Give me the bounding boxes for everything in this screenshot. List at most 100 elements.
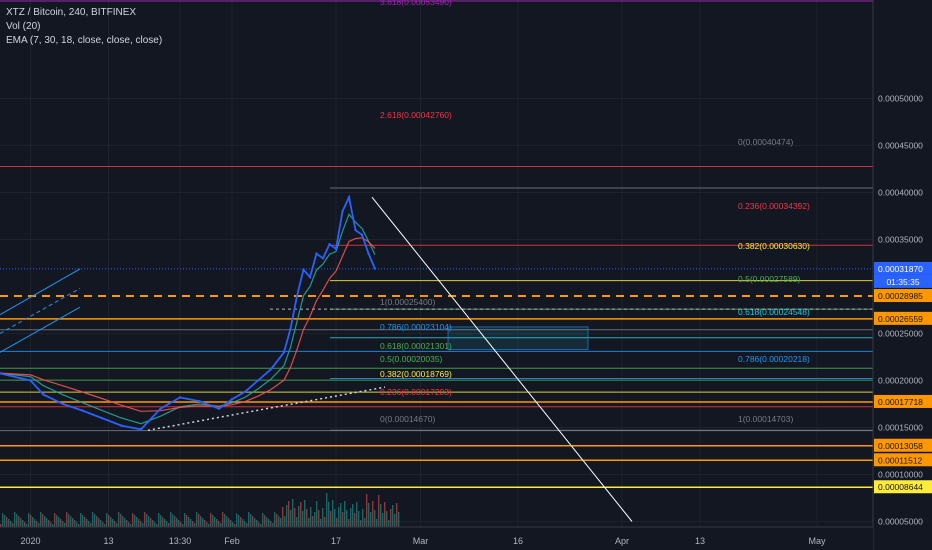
volume-bar	[200, 516, 202, 527]
volume-bar	[342, 512, 344, 527]
volume-bar	[260, 524, 262, 527]
y-tick-label: 0.00025000	[878, 329, 923, 339]
volume-bar	[130, 524, 132, 527]
price-axis-badge	[874, 261, 932, 275]
volume-bar	[52, 524, 54, 527]
legend-volume[interactable]: Vol (20)	[6, 21, 41, 32]
price-point	[178, 396, 182, 399]
volume-bar	[40, 512, 42, 527]
volume-bar	[334, 509, 336, 527]
volume-bar	[272, 523, 274, 527]
volume-bar	[168, 523, 170, 527]
ema-fast-line	[0, 213, 376, 425]
x-tick-label: 16	[513, 536, 523, 546]
volume-bar	[56, 515, 58, 527]
volume-bar	[268, 519, 270, 527]
fib-label: 0.786(0.00020218)	[738, 354, 810, 364]
fib-label: 1(0.00014703)	[738, 414, 793, 424]
volume-bar	[48, 520, 50, 527]
channel-line[interactable]	[0, 268, 81, 316]
fib-label: 0.382(0.00018769)	[380, 369, 452, 379]
volume-bar	[66, 512, 68, 527]
volume-bar	[10, 521, 12, 527]
volume-bar	[274, 512, 276, 527]
volume-bar	[264, 515, 266, 527]
price-point	[269, 368, 273, 371]
volume-bar	[178, 520, 180, 527]
fib-label: 3.618(0.00053490)	[380, 0, 452, 7]
volume-bar	[382, 513, 384, 527]
price-point	[100, 416, 104, 420]
fib-label: 0.236(0.00034392)	[738, 201, 810, 211]
projection-line[interactable]	[371, 196, 633, 522]
volume-bar	[270, 521, 272, 527]
legend-ema[interactable]: EMA (7, 30, 18, close, close, close)	[6, 35, 163, 46]
price-axis-badge	[874, 394, 932, 408]
volume-bar	[386, 511, 388, 527]
volume-bar	[84, 517, 86, 527]
volume-bar	[160, 515, 162, 527]
volume-bar	[150, 518, 152, 527]
volume-bar	[354, 513, 356, 527]
volume-bar	[128, 522, 130, 527]
volume-bar	[182, 524, 184, 527]
volume-bar	[350, 508, 352, 527]
volume-bar	[166, 521, 168, 527]
price-point	[341, 210, 344, 213]
volume-bar	[192, 521, 194, 527]
time-axis-bg	[0, 527, 873, 550]
volume-bar	[360, 520, 362, 527]
volume-bar	[26, 524, 28, 527]
x-tick-label: Apr	[615, 536, 629, 546]
volume-bar	[152, 520, 154, 527]
volume-bar	[28, 513, 30, 527]
volume-bar	[124, 518, 126, 527]
volume-bar	[134, 515, 136, 527]
volume-bar	[62, 521, 64, 527]
volume-bar	[86, 519, 88, 527]
price-axis-label: 0.00031870	[878, 264, 923, 274]
channel-line[interactable]	[0, 306, 81, 353]
y-tick-label: 0.00015000	[878, 423, 923, 433]
volume-bar	[46, 518, 48, 527]
volume-bar	[308, 518, 310, 527]
fib-label: 0.5(0.00020035)	[380, 354, 443, 364]
trend-support-line[interactable]	[147, 386, 386, 432]
target-zone-box[interactable]	[447, 326, 589, 350]
volume-bar	[258, 522, 260, 527]
volume-bar	[132, 513, 134, 527]
volume-bar	[82, 515, 84, 527]
fib-label: 0.382(0.00030630)	[738, 241, 810, 251]
price-point	[328, 243, 331, 246]
volume-bar	[176, 518, 178, 527]
price-point	[334, 247, 338, 251]
volume-bar	[158, 513, 160, 527]
volume-bar	[234, 524, 236, 527]
volume-bar	[232, 522, 234, 527]
fib-label: 0(0.00014670)	[380, 414, 435, 424]
volume-bar	[146, 514, 148, 527]
price-axis-label: 0.00028985	[878, 291, 923, 301]
countdown-badge	[874, 274, 932, 288]
volume-bar	[256, 520, 258, 527]
volume-bar	[392, 505, 394, 527]
price-point	[256, 379, 260, 382]
channel-mid-line[interactable]	[0, 287, 81, 334]
volume-bar	[174, 516, 176, 527]
price-point	[315, 252, 318, 255]
price-point	[198, 399, 201, 403]
volume-bar	[94, 514, 96, 527]
volume-bar	[320, 519, 322, 527]
fib-label: 0.618(0.00021301)	[380, 341, 452, 351]
legend-symbol[interactable]: XTZ / Bitcoin, 240, BITFINEX	[6, 7, 137, 18]
volume-bar	[156, 524, 158, 527]
volume-bar	[34, 519, 36, 527]
price-point	[61, 402, 65, 406]
volume-bar	[262, 513, 264, 527]
volume-bar	[20, 518, 22, 527]
volume-bar	[72, 518, 74, 527]
volume-bar	[106, 513, 108, 527]
volume-bar	[170, 512, 172, 527]
